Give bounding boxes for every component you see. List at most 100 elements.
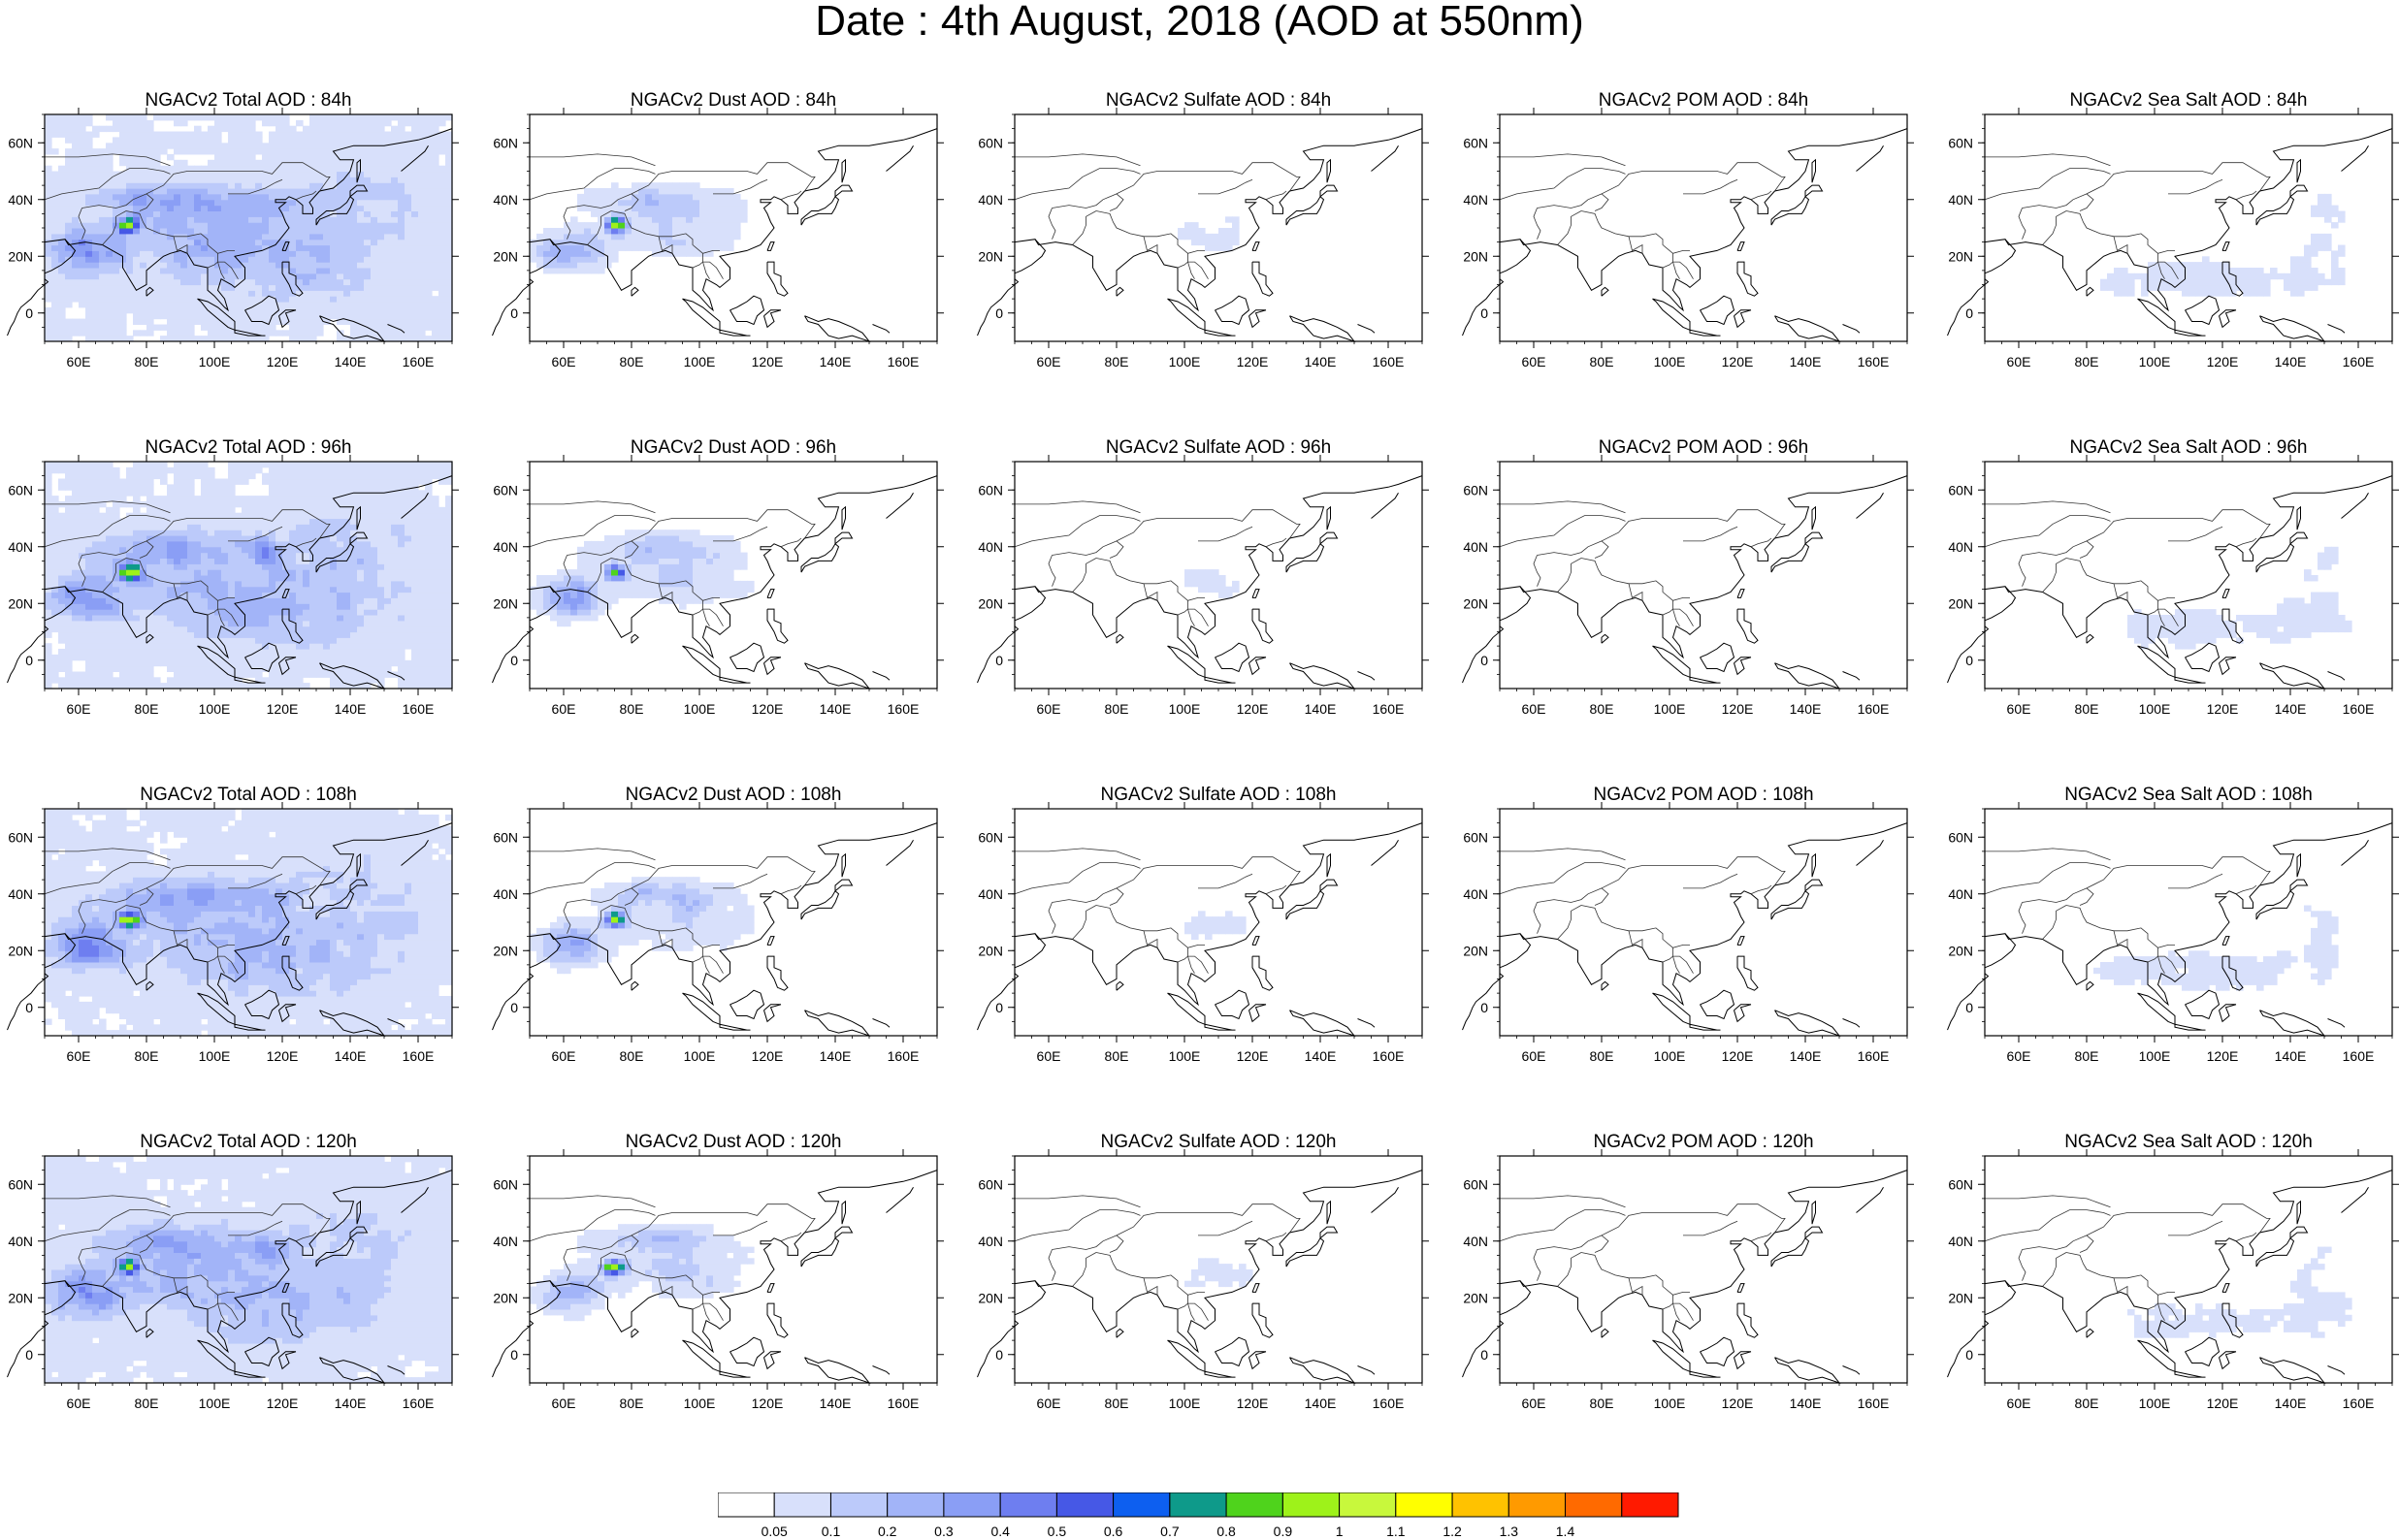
aod-cell [133,205,141,211]
aod-cell [296,205,304,211]
aod-cell [194,199,202,207]
aod-cell [194,529,202,536]
aod-cell [180,239,188,246]
aod-cell [296,654,304,661]
aod-cell [214,649,222,656]
aod-cell [296,609,304,616]
aod-cell [323,205,331,211]
aod-cell [106,683,113,690]
aod-cell [242,683,249,690]
aod-cell [85,205,93,211]
aod-cell [228,659,236,667]
aod-cell [411,119,419,127]
aod-cell [330,659,338,667]
aod-cell [672,188,680,195]
aod-cell [160,290,168,297]
aod-cell [564,268,571,274]
aod-cell [106,312,113,320]
aod-cell [371,159,378,167]
aod-cell [282,188,290,195]
aod-cell [65,654,73,661]
aod-cell [133,671,141,678]
aod-cell [418,290,426,297]
aod-cell [303,609,310,616]
aod-cell [432,306,439,314]
aod-cell [2209,284,2217,291]
aod-cell [214,306,222,314]
aod-cell [235,462,243,468]
aod-cell [146,302,154,308]
aod-cell [153,518,161,525]
aod-cell [106,268,113,274]
aod-cell [174,659,181,667]
aod-cell [113,312,120,320]
aod-cell [309,273,317,280]
aod-cell [214,153,222,161]
aod-cell [432,205,439,211]
aod-cell [438,143,446,149]
aod-cell [174,273,181,280]
aod-cell [2175,278,2183,286]
aod-cell [140,330,147,337]
aod-cell [72,626,80,633]
aod-cell [611,239,619,246]
aod-cell [235,620,243,627]
aod-cell [248,659,256,667]
aod-cell [720,199,728,207]
aod-cell [316,552,324,559]
coastline [387,324,405,334]
aod-cell [221,563,229,570]
aod-cell [364,176,372,183]
aod-cell [72,575,80,582]
aod-cell [330,171,338,177]
aod-cell [99,558,107,564]
aod-cell [113,649,120,656]
coastline [766,241,775,251]
aod-cell [309,671,317,678]
aod-cell [720,188,728,195]
aod-cell [303,278,310,286]
aod-cell [45,336,52,342]
aod-cell [140,296,147,303]
aod-cell [194,580,202,588]
aod-cell [262,205,270,211]
aod-cell [303,586,310,594]
aod-cell [425,256,433,263]
aod-cell [221,654,229,661]
aod-cell [679,244,687,251]
aod-cell [699,222,707,229]
aod-cell [214,302,222,308]
aod-cell [323,643,331,650]
aod-cell [45,552,52,559]
aod-cell [45,546,52,554]
aod-cell [113,336,120,342]
aod-cell [411,114,419,121]
aod-cell [659,182,666,189]
coastline [1357,324,1376,334]
aod-cell [296,512,304,520]
aod-cell [72,171,80,177]
aod-cell [106,665,113,672]
aod-cell [350,278,358,286]
aod-cell [713,233,721,241]
aod-cell [194,518,202,525]
aod-cell [92,165,100,173]
aod-cell [72,268,80,274]
aod-cell [242,165,249,173]
aod-cell [208,210,215,217]
country-border [1500,153,1626,167]
aod-cell [201,620,209,627]
aod-cell [146,137,154,144]
aod-cell [126,296,134,303]
aod-cell [99,268,107,274]
aod-cell [119,302,127,308]
coastline [349,184,369,198]
aod-cell [133,496,141,502]
aod-cell [72,205,80,211]
aod-cell [438,193,446,201]
aod-cell [58,216,66,223]
aod-cell [85,540,93,548]
aod-cell [255,529,263,536]
aod-cell [611,228,619,235]
aod-cell [72,278,80,286]
